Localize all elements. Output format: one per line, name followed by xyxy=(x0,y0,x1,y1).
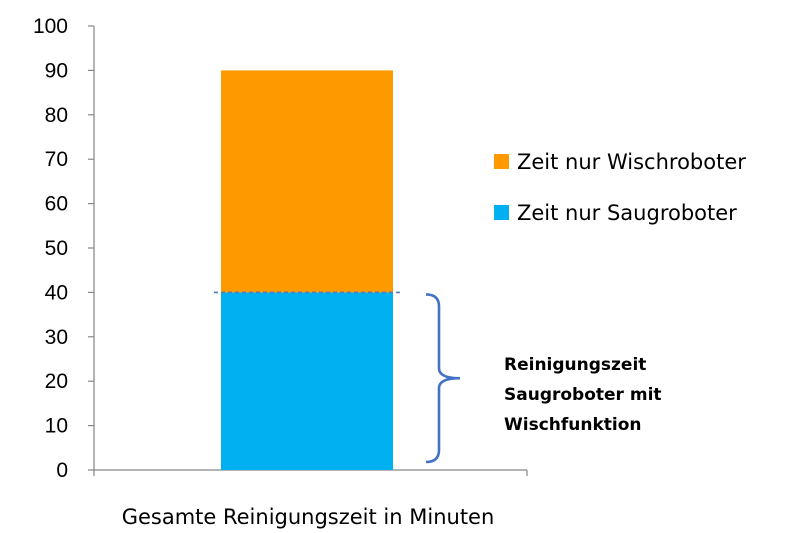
y-tick-label: 30 xyxy=(45,326,68,349)
y-tick-label: 40 xyxy=(45,281,68,304)
annotation-text-line: Reinigungszeit xyxy=(504,355,646,375)
bar-segment-saugroboter xyxy=(221,292,393,470)
legend: Zeit nur Wischroboter Zeit nur Saugrobote… xyxy=(494,150,746,225)
y-tick-label: 10 xyxy=(45,415,68,438)
legend-label: Zeit nur Saugroboter xyxy=(517,201,737,225)
y-tick-label: 20 xyxy=(45,370,68,393)
annotation-text-line: Saugroboter mit xyxy=(504,385,662,405)
axes: 0 10 20 30 40 50 60 70 80 90 100 xyxy=(33,15,528,482)
bar-segment-wischroboter xyxy=(221,70,393,293)
y-tick-label: 50 xyxy=(45,237,68,260)
y-tick-label: 100 xyxy=(33,15,68,38)
annotation: Reinigungszeit Saugroboter mit Wischfunkti… xyxy=(214,291,662,464)
annotation-text-line: Wischfunktion xyxy=(504,415,642,435)
curly-brace-icon xyxy=(425,293,461,464)
y-tick-label: 90 xyxy=(45,59,68,82)
legend-swatch xyxy=(494,154,509,169)
bars xyxy=(221,70,393,470)
legend-swatch xyxy=(494,205,509,220)
y-tick-label: 60 xyxy=(45,193,68,216)
y-tick-label: 0 xyxy=(56,459,68,482)
y-tick-label: 80 xyxy=(45,104,68,127)
x-axis-category-label: Gesamte Reinigungszeit in Minuten xyxy=(122,505,495,529)
y-tick-label: 70 xyxy=(45,148,68,171)
legend-label: Zeit nur Wischroboter xyxy=(517,150,746,174)
